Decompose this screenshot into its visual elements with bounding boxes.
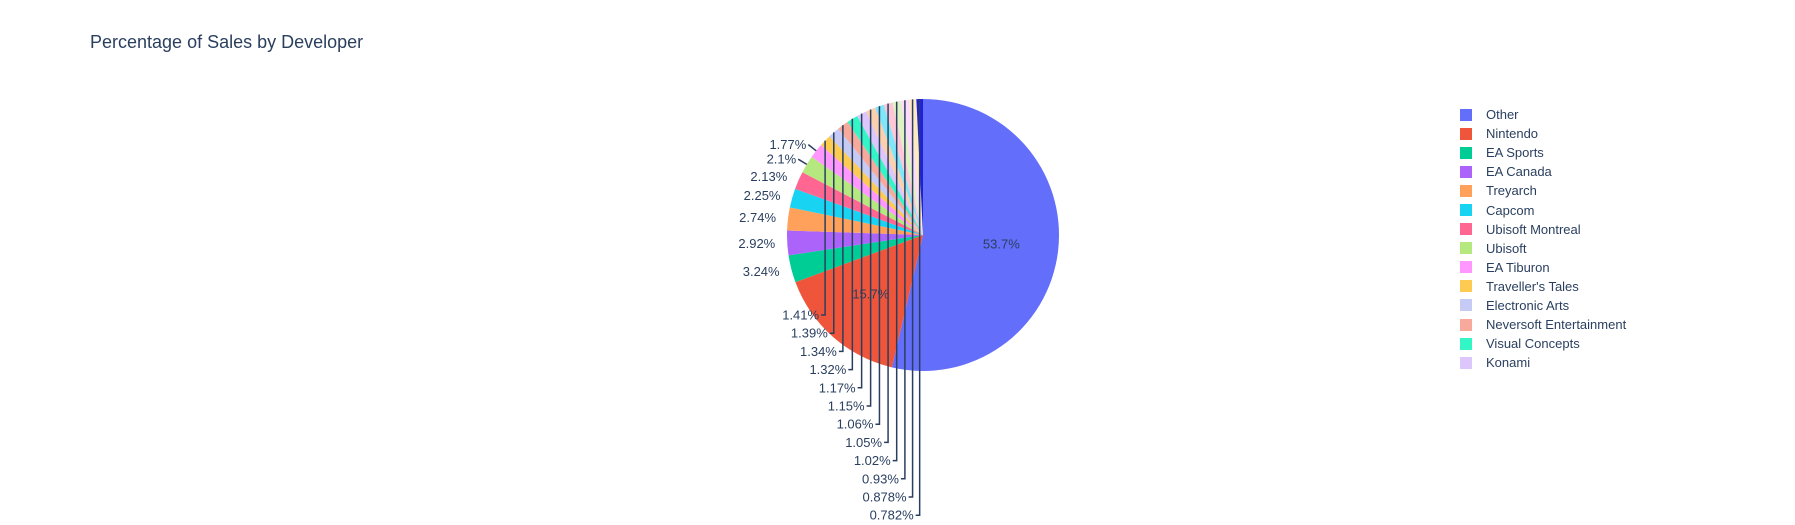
legend-label: Electronic Arts [1486, 297, 1570, 313]
legend-label: Ubisoft [1486, 240, 1527, 256]
pie-slice[interactable] [787, 207, 923, 235]
legend-label: Traveller's Tales [1486, 278, 1579, 294]
legend-item[interactable]: Ubisoft [1460, 239, 1626, 258]
slice-label: 1.32% [809, 362, 846, 377]
leader-line [892, 101, 898, 462]
legend-label: Konami [1486, 355, 1531, 371]
pie-slices [787, 98, 1060, 371]
slice-label: 1.05% [845, 435, 882, 450]
leader-line [797, 158, 808, 166]
legend-swatch [1460, 337, 1472, 350]
legend-swatch [1460, 184, 1472, 197]
legend-swatch [1460, 356, 1472, 369]
legend-label: EA Tiburon [1486, 259, 1550, 275]
legend-swatch [1460, 299, 1472, 312]
slice-label: 0.93% [862, 471, 899, 486]
pie-slice[interactable] [795, 172, 923, 235]
slice-label: 1.06% [837, 417, 874, 432]
legend-swatch [1460, 165, 1472, 178]
slice-label: 1.34% [800, 344, 837, 359]
leader-line [838, 125, 844, 353]
pie-slice[interactable] [866, 107, 923, 235]
legend-label: Visual Concepts [1486, 336, 1580, 352]
pie-slice[interactable] [875, 104, 923, 235]
legend-item[interactable]: EA Sports [1460, 143, 1626, 162]
legend-label: EA Canada [1486, 164, 1552, 180]
slice-label: 1.15% [828, 399, 865, 414]
slice-label: 1.17% [819, 380, 856, 395]
legend-swatch [1460, 261, 1472, 274]
legend-label: Ubisoft Montreal [1486, 221, 1581, 237]
pie-slice[interactable] [891, 98, 1060, 371]
legend-item[interactable]: Electronic Arts [1460, 296, 1626, 315]
legend: Other Nintendo EA Sports EA Canada Treyarch C… [1460, 105, 1626, 372]
leader-line [807, 144, 817, 152]
leader-line [848, 118, 854, 371]
legend-label: EA Sports [1486, 145, 1544, 161]
slice-label: 2.1% [767, 152, 797, 167]
leader-line [915, 99, 921, 516]
pie-slice[interactable] [847, 115, 923, 235]
legend-swatch [1460, 146, 1472, 159]
legend-swatch [1460, 204, 1472, 217]
legend-item[interactable]: Nintendo [1460, 124, 1626, 143]
legend-label: Treyarch [1486, 183, 1537, 199]
pie-slice[interactable] [789, 188, 923, 235]
legend-item[interactable]: Traveller's Tales [1460, 277, 1626, 296]
slice-labels: 53.7%15.7%3.24%2.92%2.74%2.25%2.13%2.1%1… [738, 137, 1020, 523]
slice-label: 3.24% [743, 264, 780, 279]
leader-line [875, 106, 881, 425]
pie-slice[interactable] [787, 230, 923, 256]
slice-label: 53.7% [983, 237, 1020, 252]
leader-line [821, 140, 826, 316]
legend-item[interactable]: Capcom [1460, 200, 1626, 219]
slice-label: 0.782% [870, 508, 915, 523]
leader-line [829, 132, 835, 334]
slice-label: 2.13% [750, 169, 787, 184]
pie-slice[interactable] [795, 235, 923, 368]
legend-item[interactable]: EA Canada [1460, 162, 1626, 181]
leader-line [900, 100, 906, 480]
legend-label: Other [1486, 107, 1519, 123]
legend-label: Capcom [1486, 202, 1535, 218]
legend-item[interactable]: Ubisoft Montreal [1460, 220, 1626, 239]
legend-item[interactable]: Other [1460, 105, 1626, 124]
pie-slice[interactable] [788, 235, 923, 283]
legend-swatch [1460, 318, 1472, 331]
leader-line [884, 103, 889, 444]
leader-line [908, 99, 914, 498]
pie-slice[interactable] [821, 136, 923, 235]
chart-title: Percentage of Sales by Developer [90, 32, 364, 52]
label-leader-lines [797, 99, 921, 516]
slice-label: 2.92% [738, 236, 775, 251]
legend-swatch [1460, 127, 1472, 140]
slice-label: 2.25% [744, 188, 781, 203]
legend-swatch [1460, 280, 1472, 293]
slice-label: 15.7% [852, 287, 889, 302]
legend-swatch [1460, 108, 1472, 121]
legend-item[interactable]: EA Tiburon [1460, 258, 1626, 277]
slice-label: 1.39% [791, 326, 828, 341]
legend-item[interactable]: Neversoft Entertainment [1460, 315, 1626, 334]
leader-line [857, 113, 863, 389]
pie-slice[interactable] [811, 145, 923, 235]
pie-slice[interactable] [857, 111, 923, 235]
slice-label: 1.41% [782, 308, 819, 323]
legend-swatch [1460, 223, 1472, 236]
legend-swatch [1460, 242, 1472, 255]
legend-label: Neversoft Entertainment [1486, 317, 1627, 333]
legend-label: Nintendo [1486, 126, 1539, 142]
legend-item[interactable]: Konami [1460, 353, 1626, 372]
slice-label: 1.77% [769, 137, 806, 152]
pie-slice[interactable] [892, 100, 923, 236]
slice-label: 1.02% [854, 453, 891, 468]
pie-slice[interactable] [802, 156, 923, 235]
pie-slice[interactable] [838, 121, 923, 235]
legend-item[interactable]: Treyarch [1460, 181, 1626, 200]
legend-item[interactable]: Visual Concepts [1460, 334, 1626, 353]
slice-label: 2.74% [739, 210, 776, 225]
leader-line [866, 109, 872, 407]
slice-label: 0.878% [862, 490, 907, 505]
